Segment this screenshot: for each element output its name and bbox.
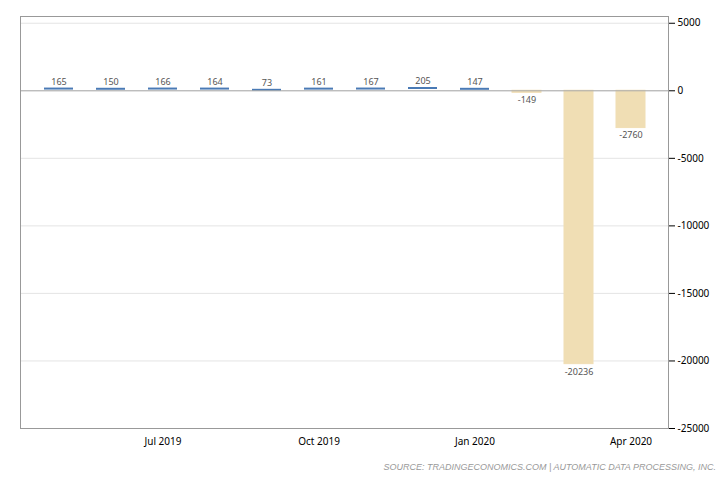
svg-text:166: 166 bbox=[155, 75, 170, 88]
svg-text:Apr 2020: Apr 2020 bbox=[610, 434, 652, 448]
svg-text:Oct 2019: Oct 2019 bbox=[298, 434, 340, 448]
svg-text:Jan 2020: Jan 2020 bbox=[454, 434, 495, 448]
svg-text:205: 205 bbox=[415, 74, 430, 87]
html-text:SOURCE: TRADINGECONOMICS.COM |: SOURCE: TRADINGECONOMICS.COM | AUTOMATIC… bbox=[383, 462, 716, 472]
svg-text:-5000: -5000 bbox=[678, 151, 704, 165]
svg-text:-20000: -20000 bbox=[678, 353, 710, 367]
svg-text:-149: -149 bbox=[518, 93, 536, 106]
svg-text:Jul 2019: Jul 2019 bbox=[144, 434, 182, 448]
svg-text:-25000: -25000 bbox=[678, 421, 710, 435]
svg-text:-2760: -2760 bbox=[619, 128, 643, 141]
svg-text:-10000: -10000 bbox=[678, 218, 710, 232]
svg-text:5000: 5000 bbox=[678, 15, 701, 29]
svg-text:-15000: -15000 bbox=[678, 286, 710, 300]
svg-text:-20236: -20236 bbox=[565, 365, 594, 378]
svg-text:150: 150 bbox=[103, 75, 118, 88]
svg-text:73: 73 bbox=[262, 76, 272, 89]
svg-text:164: 164 bbox=[207, 75, 222, 88]
svg-text:147: 147 bbox=[467, 75, 482, 88]
svg-text:165: 165 bbox=[51, 75, 66, 88]
svg-text:167: 167 bbox=[363, 75, 378, 88]
svg-text:0: 0 bbox=[678, 83, 684, 97]
svg-text:161: 161 bbox=[311, 75, 326, 88]
